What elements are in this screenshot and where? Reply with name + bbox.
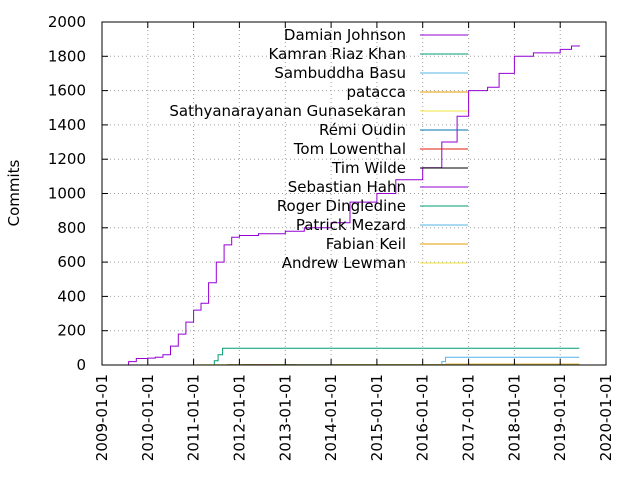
y-tick-label: 2000 — [48, 13, 86, 31]
x-tick-label: 2012-01-01 — [230, 374, 248, 461]
y-tick-label: 1600 — [48, 82, 86, 100]
legend-label: Sebastian Hahn — [288, 178, 406, 196]
legend-label: Damian Johnson — [284, 26, 406, 44]
legend-label: Kamran Riaz Khan — [269, 45, 406, 63]
series-line — [117, 45, 580, 366]
x-tick-label: 2018-01-01 — [505, 374, 523, 461]
y-axis: 0 200 400 600 800 1000 1200 1400 1600 1800 2000 — [48, 13, 606, 374]
y-tick-label: 800 — [57, 219, 86, 237]
legend-label: Sambuddha Basu — [274, 64, 406, 82]
y-tick-label: 200 — [57, 322, 86, 340]
x-tick-label: 2017-01-01 — [460, 374, 478, 461]
series-line — [210, 347, 580, 366]
legend-label: patacca — [347, 83, 406, 101]
x-tick-label: 2015-01-01 — [368, 374, 386, 461]
grid-lines — [102, 22, 606, 365]
legend-label: Rémi Oudin — [319, 121, 406, 139]
x-tick-label: 2014-01-01 — [322, 374, 340, 461]
y-tick-label: 1800 — [48, 47, 86, 65]
y-tick-label: 600 — [57, 253, 86, 271]
legend-label: Patrick Mezard — [296, 216, 406, 234]
legend-label: Tom Lowenthal — [293, 140, 406, 158]
legend-label: Andrew Lewman — [282, 254, 406, 272]
x-tick-label: 2019-01-01 — [551, 374, 569, 461]
x-axis: 2009-01-01 2010-01-01 2011-01-01 2012-01-01… — [93, 22, 615, 461]
y-tick-label: 1000 — [48, 185, 86, 203]
legend-label: Sathyanarayanan Gunasekaran — [169, 102, 406, 120]
x-tick-label: 2016-01-01 — [414, 374, 432, 461]
legend-label: Fabian Keil — [326, 235, 406, 253]
y-tick-label: 1400 — [48, 116, 86, 134]
legend-label: Roger Dingledine — [277, 197, 406, 215]
legend-label: Tim Wilde — [331, 159, 406, 177]
y-axis-title: Commits — [5, 159, 23, 226]
x-tick-label: 2010-01-01 — [139, 374, 157, 461]
x-tick-label: 2009-01-01 — [93, 374, 111, 461]
x-tick-label: 2013-01-01 — [276, 374, 294, 461]
y-tick-label: 400 — [57, 287, 86, 305]
y-tick-label: 1200 — [48, 150, 86, 168]
x-tick-label: 2011-01-01 — [185, 374, 203, 461]
x-tick-label: 2020-01-01 — [597, 374, 615, 461]
y-tick-label: 0 — [76, 356, 86, 374]
